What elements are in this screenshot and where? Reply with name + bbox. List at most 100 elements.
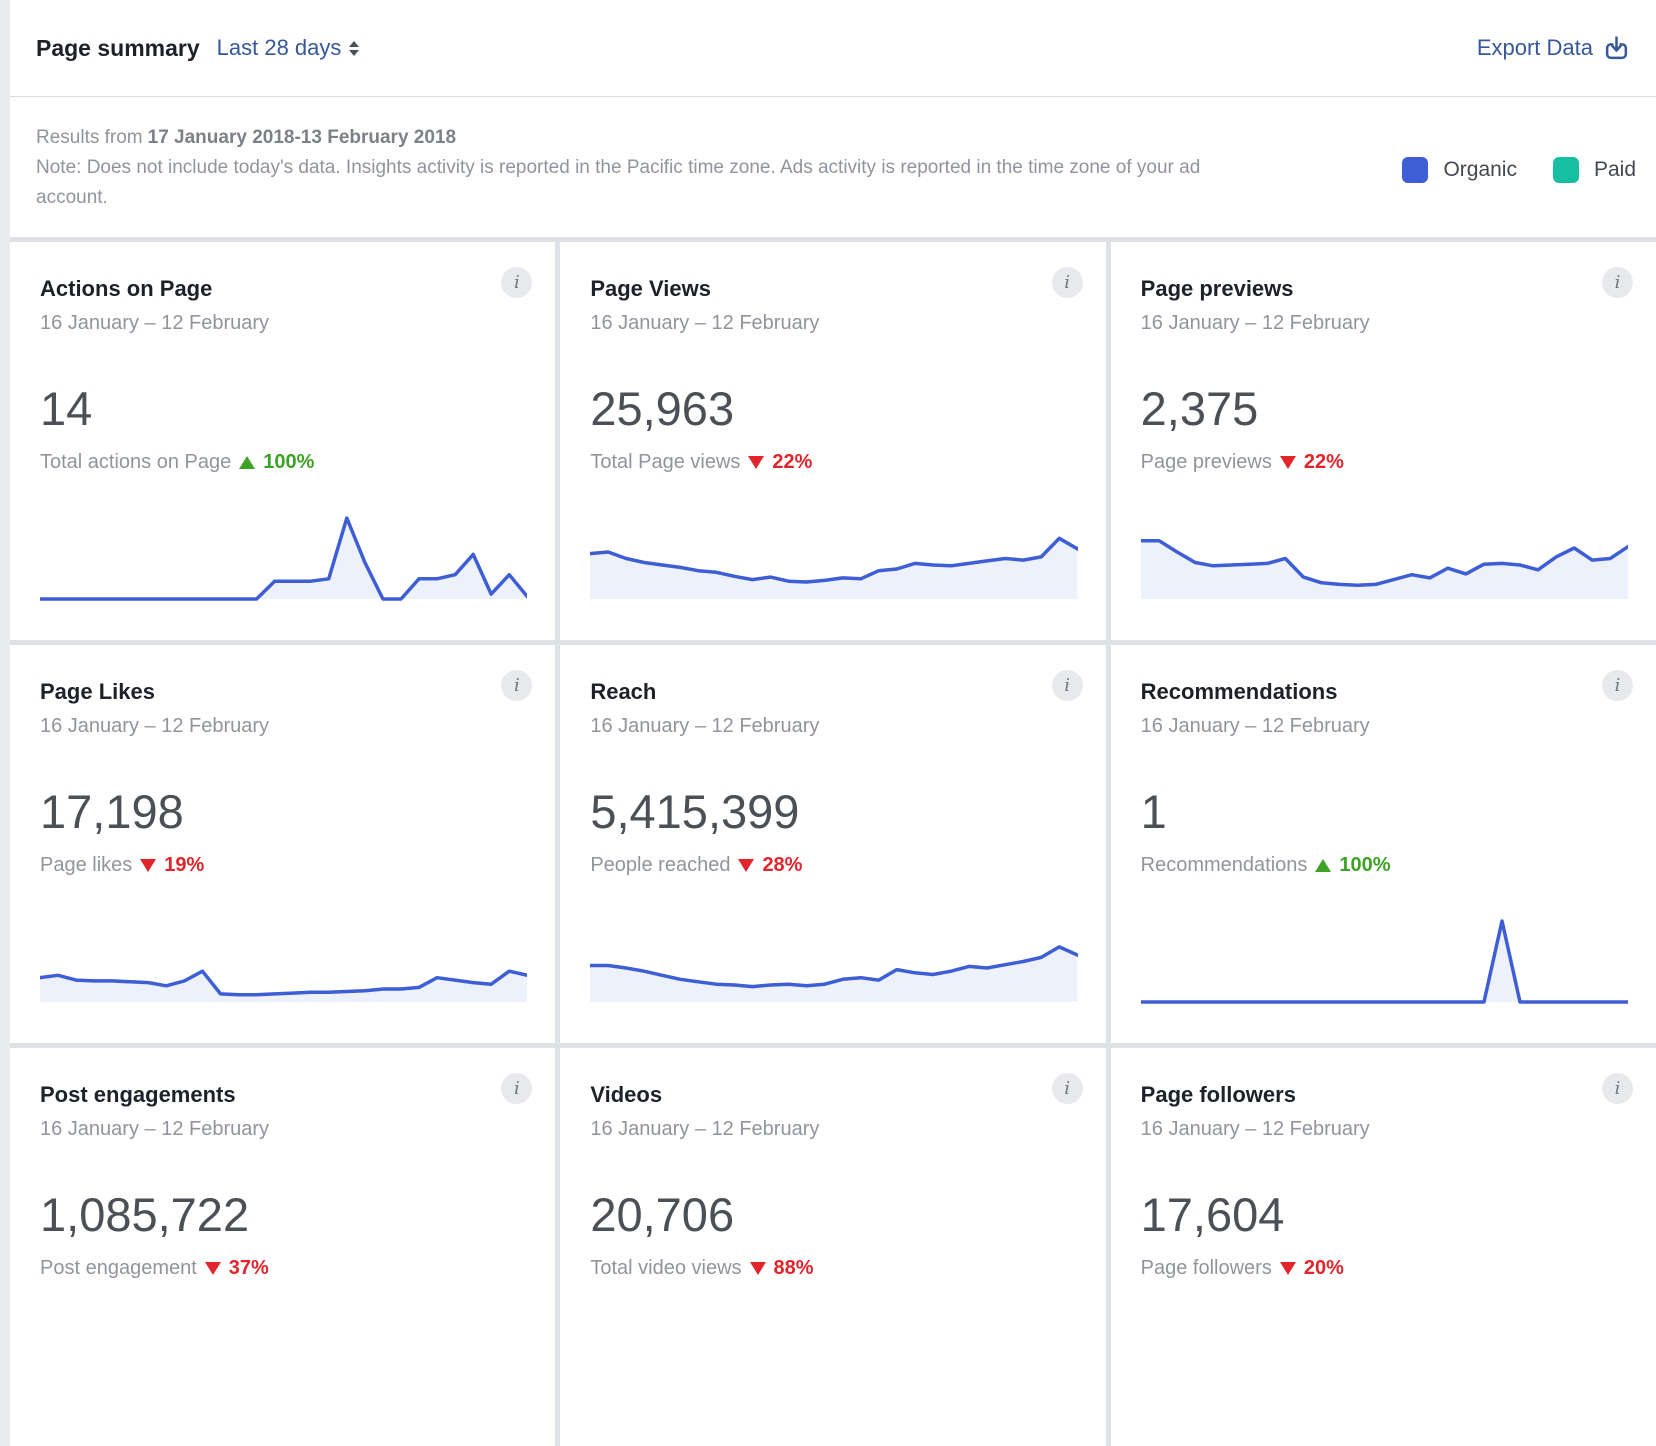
delta-triangle-icon	[140, 859, 157, 872]
summary-cards-grid: Actions on Page 16 January – 12 February…	[10, 237, 1656, 1446]
card-page-views[interactable]: Page Views 16 January – 12 February 25,9…	[560, 242, 1106, 640]
info-icon[interactable]: i	[1051, 670, 1083, 701]
card-videos[interactable]: Videos 16 January – 12 February 20,706 T…	[560, 1048, 1106, 1446]
info-icon[interactable]: i	[1601, 1073, 1633, 1104]
metric-label: Post engagement	[40, 1257, 197, 1279]
card-metric-row: Total actions on Page 100%	[40, 451, 525, 474]
card-date-range: 16 January – 12 February	[1140, 1118, 1370, 1140]
card-value: 5,415,399	[590, 785, 800, 838]
card-value: 17,198	[40, 785, 184, 838]
card-title: Post engagements	[40, 1082, 236, 1107]
delta-triangle-icon	[1315, 859, 1332, 872]
card-value: 1	[1140, 785, 1167, 838]
delta-triangle-icon	[1279, 456, 1296, 469]
delta-percent: 22%	[772, 451, 813, 473]
card-title: Page Views	[590, 276, 711, 301]
metric-label: Page likes	[40, 854, 133, 876]
card-metric-row: Page followers 20%	[1141, 1257, 1626, 1280]
info-icon[interactable]: i	[501, 267, 533, 298]
card-title: Page followers	[1140, 1082, 1296, 1107]
export-data-label: Export Data	[1476, 35, 1593, 60]
timezone-note: Note: Does not include today's data. Ins…	[36, 157, 1201, 208]
delta-percent: 20%	[1303, 1257, 1344, 1279]
card-value: 20,706	[590, 1188, 735, 1241]
card-date-range: 16 January – 12 February	[590, 1118, 820, 1140]
sparkline-chart	[1140, 510, 1628, 602]
info-icon[interactable]: i	[1601, 267, 1633, 298]
topbar: Page summary Last 28 days Export Data	[10, 0, 1656, 97]
metric-label: Total Page views	[590, 451, 741, 473]
card-reach[interactable]: Reach 16 January – 12 February 5,415,399…	[560, 645, 1106, 1043]
delta-percent: 19%	[164, 854, 205, 876]
info-icon[interactable]: i	[1601, 670, 1633, 701]
card-date-range: 16 January – 12 February	[590, 312, 820, 334]
legend-paid-label: Paid	[1593, 158, 1636, 181]
info-icon[interactable]: i	[1051, 1073, 1083, 1104]
delta-percent: 100%	[1339, 854, 1391, 876]
card-date-range: 16 January – 12 February	[40, 1118, 270, 1140]
card-date-range: 16 January – 12 February	[1140, 715, 1370, 737]
sparkline-chart	[590, 510, 1078, 602]
card-metric-row: People reached 28%	[590, 854, 1075, 877]
info-icon[interactable]: i	[501, 1073, 533, 1104]
info-icon[interactable]: i	[1051, 267, 1083, 298]
metric-label: Page previews	[1140, 451, 1272, 473]
results-line: Results from 17 January 2018-13 February …	[36, 123, 1630, 153]
card-metric-row: Total Page views 22%	[590, 451, 1075, 474]
card-title: Page Likes	[40, 679, 155, 704]
results-date-range: 17 January 2018-13 February 2018	[147, 127, 457, 148]
sparkline-chart	[40, 510, 528, 602]
delta-triangle-icon	[239, 456, 256, 469]
download-icon	[1605, 35, 1628, 59]
metric-label: Recommendations	[1140, 854, 1308, 876]
card-page-followers[interactable]: Page followers 16 January – 12 February …	[1110, 1048, 1656, 1446]
delta-triangle-icon	[1279, 1262, 1296, 1275]
delta-percent: 28%	[762, 854, 803, 876]
card-date-range: 16 January – 12 February	[590, 715, 820, 737]
organic-swatch-icon	[1402, 157, 1429, 183]
card-title: Page previews	[1140, 276, 1294, 301]
card-recommendations[interactable]: Recommendations 16 January – 12 February…	[1110, 645, 1656, 1043]
date-range-label: Last 28 days	[216, 35, 342, 60]
export-data-button[interactable]: Export Data	[1477, 35, 1630, 62]
page-summary-panel: Page summary Last 28 days Export Data Re…	[10, 0, 1656, 1446]
card-date-range: 16 January – 12 February	[40, 312, 270, 334]
card-title: Videos	[590, 1082, 663, 1107]
delta-triangle-icon	[204, 1262, 221, 1275]
card-metric-row: Recommendations 100%	[1141, 854, 1626, 877]
paid-swatch-icon	[1552, 157, 1579, 183]
sparkline-chart	[590, 913, 1078, 1005]
report-meta: Results from 17 January 2018-13 February …	[10, 97, 1656, 237]
card-value: 14	[40, 382, 93, 435]
card-metric-row: Total video views 88%	[590, 1257, 1075, 1280]
card-post-engagements[interactable]: Post engagements 16 January – 12 Februar…	[10, 1048, 556, 1446]
card-value: 25,963	[590, 382, 735, 435]
card-metric-row: Post engagement 37%	[40, 1257, 525, 1280]
delta-triangle-icon	[738, 859, 755, 872]
delta-percent: 100%	[263, 451, 315, 473]
delta-triangle-icon	[749, 1262, 766, 1275]
delta-percent: 88%	[773, 1257, 814, 1279]
card-page-previews[interactable]: Page previews 16 January – 12 February 2…	[1110, 242, 1656, 640]
legend-organic-label: Organic	[1443, 158, 1517, 181]
legend-item-paid: Paid	[1552, 157, 1636, 183]
card-date-range: 16 January – 12 February	[40, 715, 270, 737]
sparkline-chart	[40, 913, 528, 1005]
results-prefix: Results from	[36, 127, 143, 148]
card-value: 2,375	[1140, 382, 1259, 435]
metric-label: Total actions on Page	[40, 451, 232, 473]
date-range-selector[interactable]: Last 28 days	[217, 35, 360, 61]
card-actions-on-page[interactable]: Actions on Page 16 January – 12 February…	[10, 242, 556, 640]
delta-triangle-icon	[748, 456, 765, 469]
metric-label: People reached	[590, 854, 731, 876]
card-date-range: 16 January – 12 February	[1140, 312, 1370, 334]
info-icon[interactable]: i	[501, 670, 533, 701]
card-metric-row: Page previews 22%	[1141, 451, 1626, 474]
delta-percent: 37%	[228, 1257, 269, 1279]
card-title: Recommendations	[1140, 679, 1338, 704]
delta-percent: 22%	[1303, 451, 1344, 473]
page-title: Page summary	[36, 34, 200, 61]
card-value: 17,604	[1140, 1188, 1285, 1241]
card-metric-row: Page likes 19%	[40, 854, 525, 877]
card-page-likes[interactable]: Page Likes 16 January – 12 February 17,1…	[10, 645, 556, 1043]
